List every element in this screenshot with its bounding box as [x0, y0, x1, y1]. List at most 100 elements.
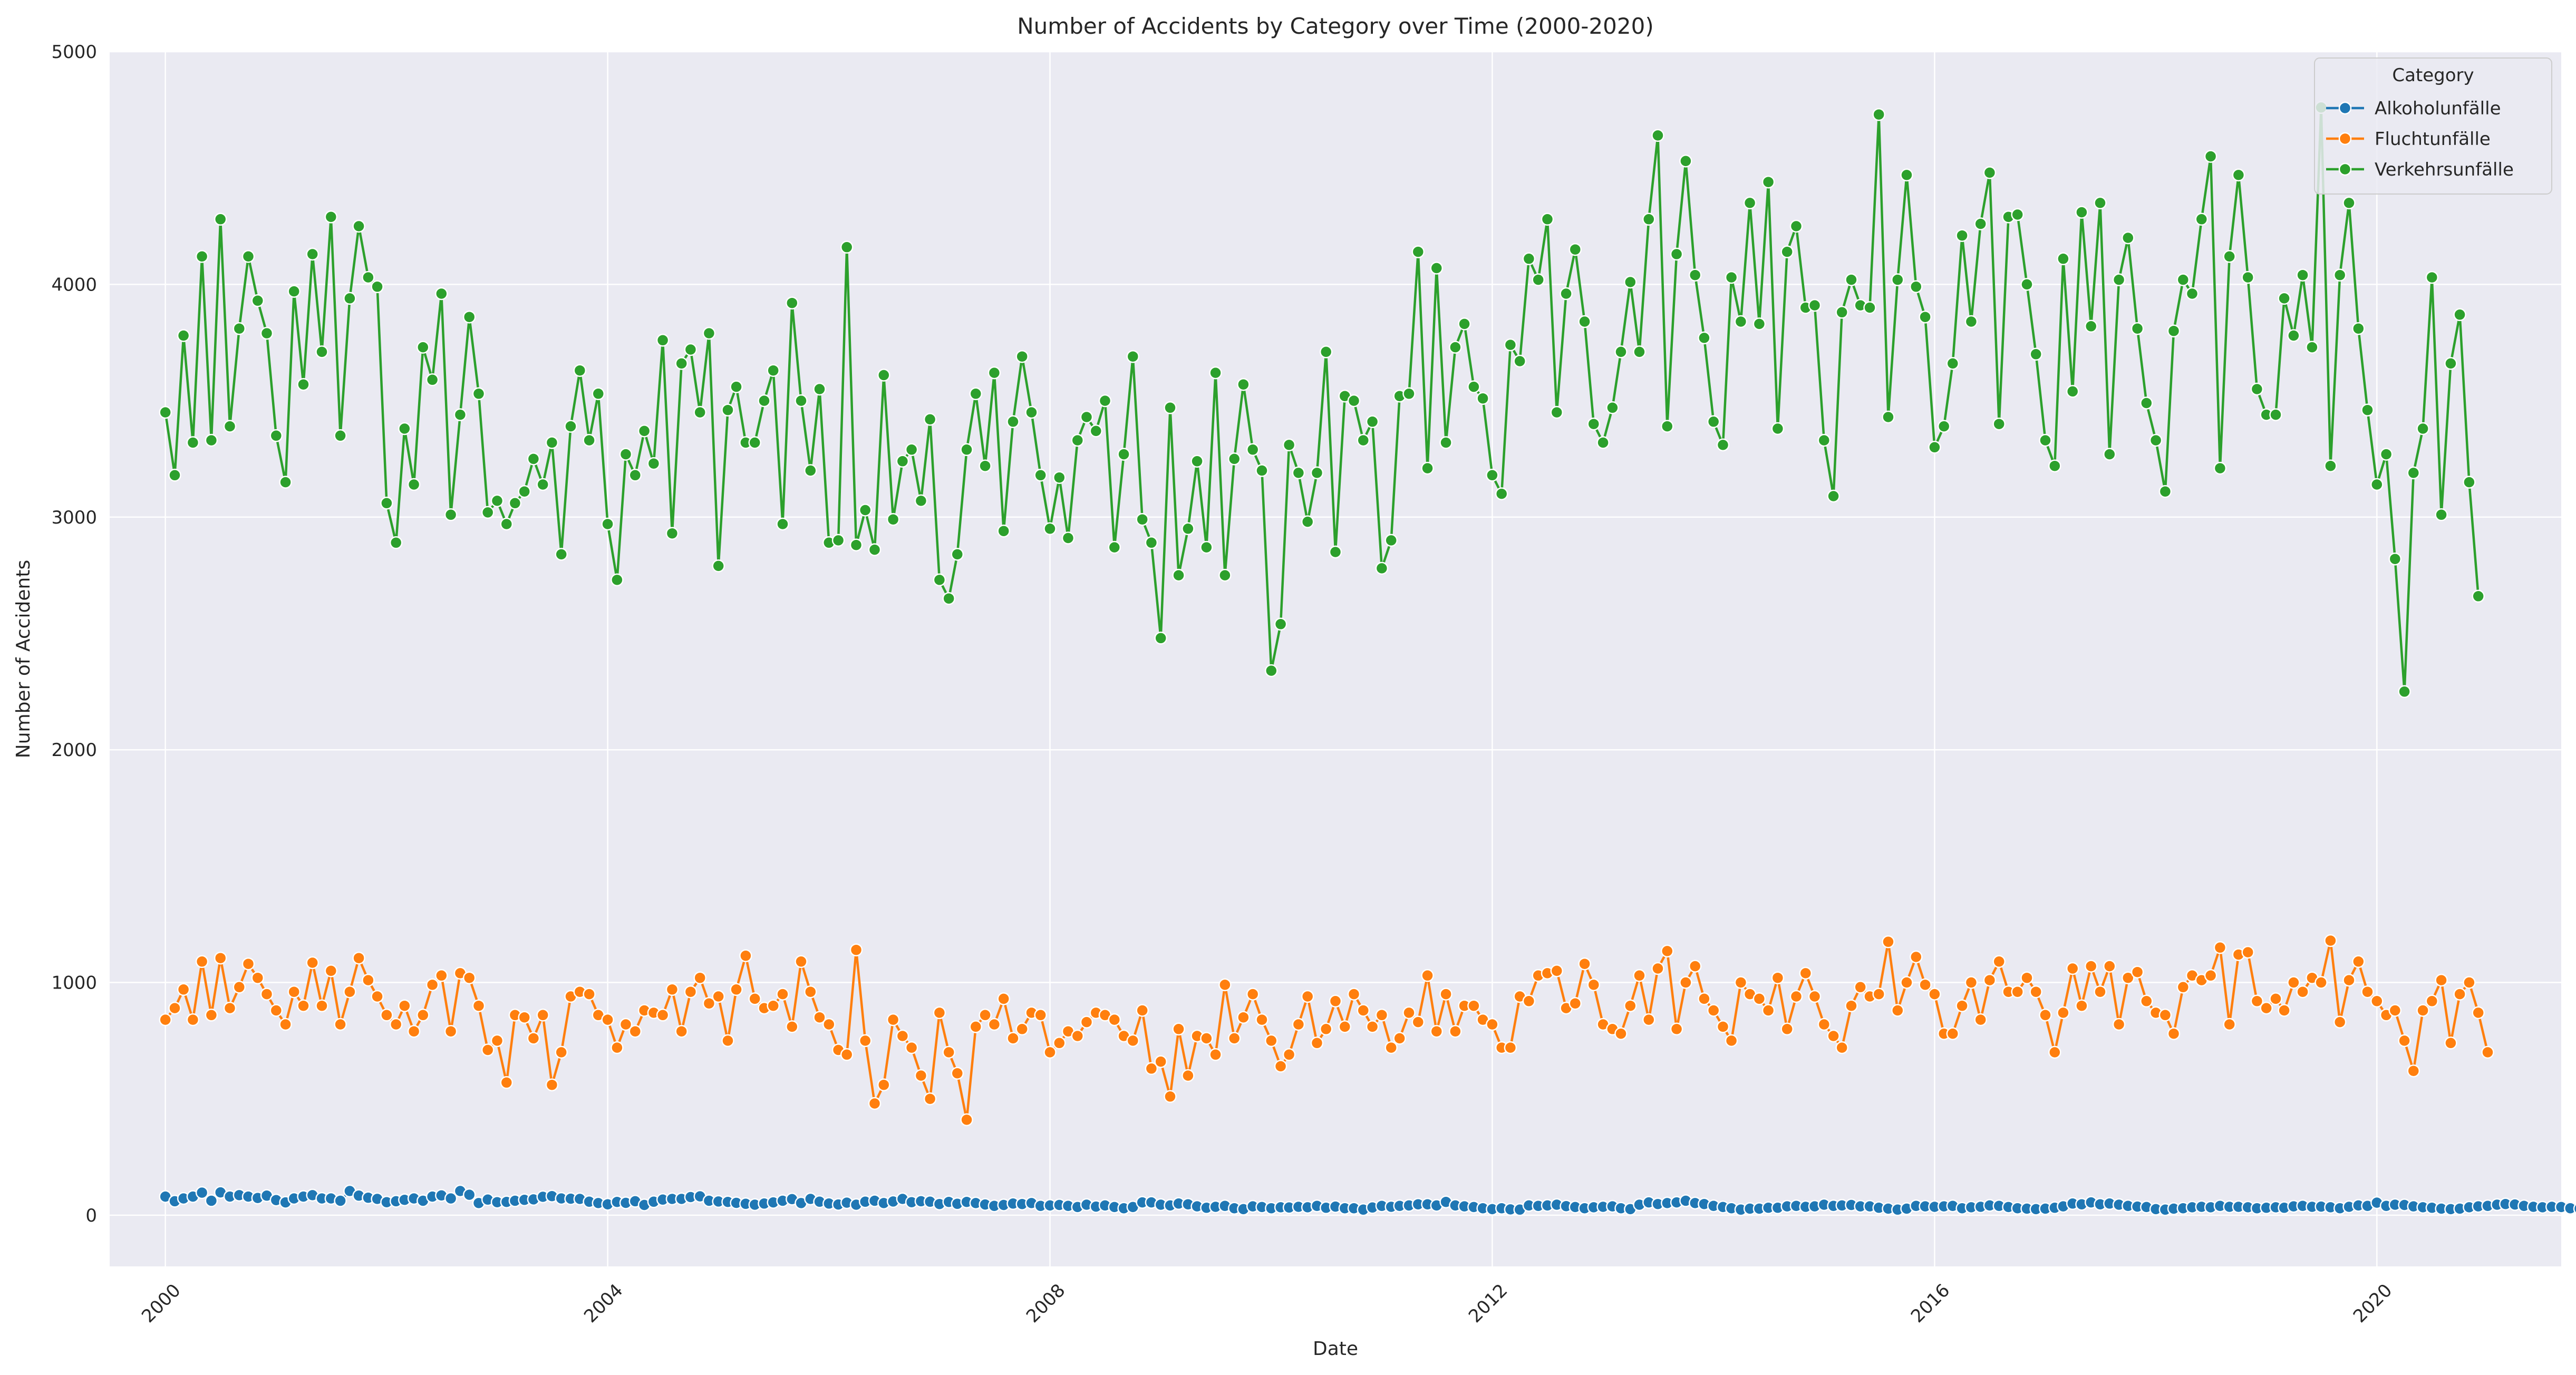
- data-point: [168, 469, 181, 482]
- data-point: [2241, 270, 2254, 284]
- data-point: [2140, 396, 2153, 410]
- legend: Category Alkoholunfälle Fluchtunfälle Verk…: [2314, 57, 2552, 195]
- data-point: [1227, 1032, 1241, 1045]
- data-point: [2388, 1004, 2402, 1017]
- data-point: [2296, 268, 2309, 282]
- data-point: [1946, 357, 1960, 370]
- data-point: [1578, 315, 1591, 328]
- data-point: [186, 1013, 200, 1027]
- data-point: [2278, 292, 2291, 305]
- data-point: [776, 517, 789, 531]
- data-point: [1089, 424, 1103, 438]
- data-point: [2435, 508, 2448, 521]
- data-point: [508, 497, 522, 510]
- data-point: [1071, 433, 1084, 447]
- data-point: [665, 527, 679, 540]
- data-point: [1568, 996, 1582, 1010]
- data-point: [1265, 664, 1278, 677]
- data-point: [942, 592, 955, 605]
- legend-label: Fluchtunfälle: [2375, 129, 2491, 150]
- data-point: [1734, 315, 1748, 328]
- data-point: [343, 985, 356, 999]
- legend-item: Fluchtunfälle: [2326, 129, 2491, 150]
- data-point: [389, 1018, 403, 1031]
- data-point: [2352, 955, 2365, 969]
- data-point: [2260, 1001, 2273, 1015]
- data-point: [2287, 976, 2300, 989]
- data-point: [398, 999, 411, 1012]
- data-point: [1872, 987, 1885, 1001]
- data-point: [877, 1078, 890, 1091]
- data-point: [2167, 1027, 2181, 1040]
- data-point: [2122, 231, 2135, 245]
- data-point: [601, 517, 614, 531]
- data-point: [1817, 1018, 1831, 1031]
- data-point: [2176, 981, 2190, 994]
- data-point: [1421, 969, 1434, 982]
- data-point: [462, 971, 476, 984]
- series-1: [159, 934, 2494, 1127]
- data-point: [1486, 469, 1499, 482]
- data-point: [1532, 273, 1545, 286]
- data-point: [730, 983, 743, 996]
- data-point: [1716, 438, 1730, 452]
- data-point: [1992, 955, 2006, 969]
- data-point: [1919, 978, 1932, 992]
- data-point: [1292, 1018, 1305, 1031]
- data-point: [721, 1034, 734, 1048]
- data-point: [1670, 247, 1683, 261]
- data-point: [1310, 1037, 1324, 1050]
- data-point: [186, 436, 200, 449]
- data-point: [481, 1043, 495, 1057]
- data-point: [1458, 317, 1471, 331]
- data-point: [1190, 454, 1204, 468]
- data-point: [813, 1011, 826, 1024]
- data-point: [1808, 990, 1822, 1003]
- data-point: [500, 517, 514, 531]
- data-point: [969, 387, 983, 401]
- data-point: [1439, 436, 1452, 449]
- data-point: [1614, 345, 1628, 359]
- data-point: [1743, 196, 1757, 210]
- data-point: [352, 951, 365, 965]
- data-point: [297, 377, 310, 391]
- data-point: [2103, 448, 2116, 461]
- data-point: [979, 459, 992, 472]
- data-point: [1882, 410, 1895, 424]
- data-point: [1964, 976, 1978, 989]
- data-point: [2204, 150, 2217, 163]
- data-point: [1624, 275, 1637, 289]
- data-point: [1854, 981, 1867, 994]
- data-point: [951, 548, 964, 561]
- data-point: [1255, 464, 1268, 477]
- data-point: [601, 1013, 614, 1027]
- data-point: [2444, 357, 2457, 370]
- y-tick-label: 2000: [51, 740, 97, 761]
- data-point: [2333, 268, 2347, 282]
- data-point: [767, 364, 780, 377]
- data-point: [362, 270, 375, 284]
- data-point: [1126, 1034, 1140, 1048]
- data-point: [462, 310, 476, 324]
- data-point: [1560, 287, 1573, 301]
- data-point: [2379, 448, 2393, 461]
- data-point: [1043, 522, 1057, 536]
- data-point: [1006, 1032, 1020, 1045]
- data-point: [1108, 1013, 1121, 1027]
- data-point: [555, 548, 568, 561]
- data-point: [923, 413, 937, 426]
- data-point: [923, 1092, 937, 1106]
- data-point: [518, 485, 531, 498]
- legend-items: Alkoholunfälle Fluchtunfälle Verkehrsunfäl…: [2326, 98, 2514, 180]
- data-point: [1053, 471, 1066, 484]
- legend-box: [2314, 57, 2552, 195]
- data-point: [2472, 1006, 2485, 1020]
- data-point: [527, 1032, 540, 1045]
- data-point: [1098, 394, 1112, 408]
- data-point: [177, 983, 190, 996]
- legend-label: Verkehrsunfälle: [2375, 159, 2514, 180]
- data-point: [1725, 1034, 1738, 1048]
- data-point: [831, 534, 845, 547]
- data-point: [849, 943, 863, 956]
